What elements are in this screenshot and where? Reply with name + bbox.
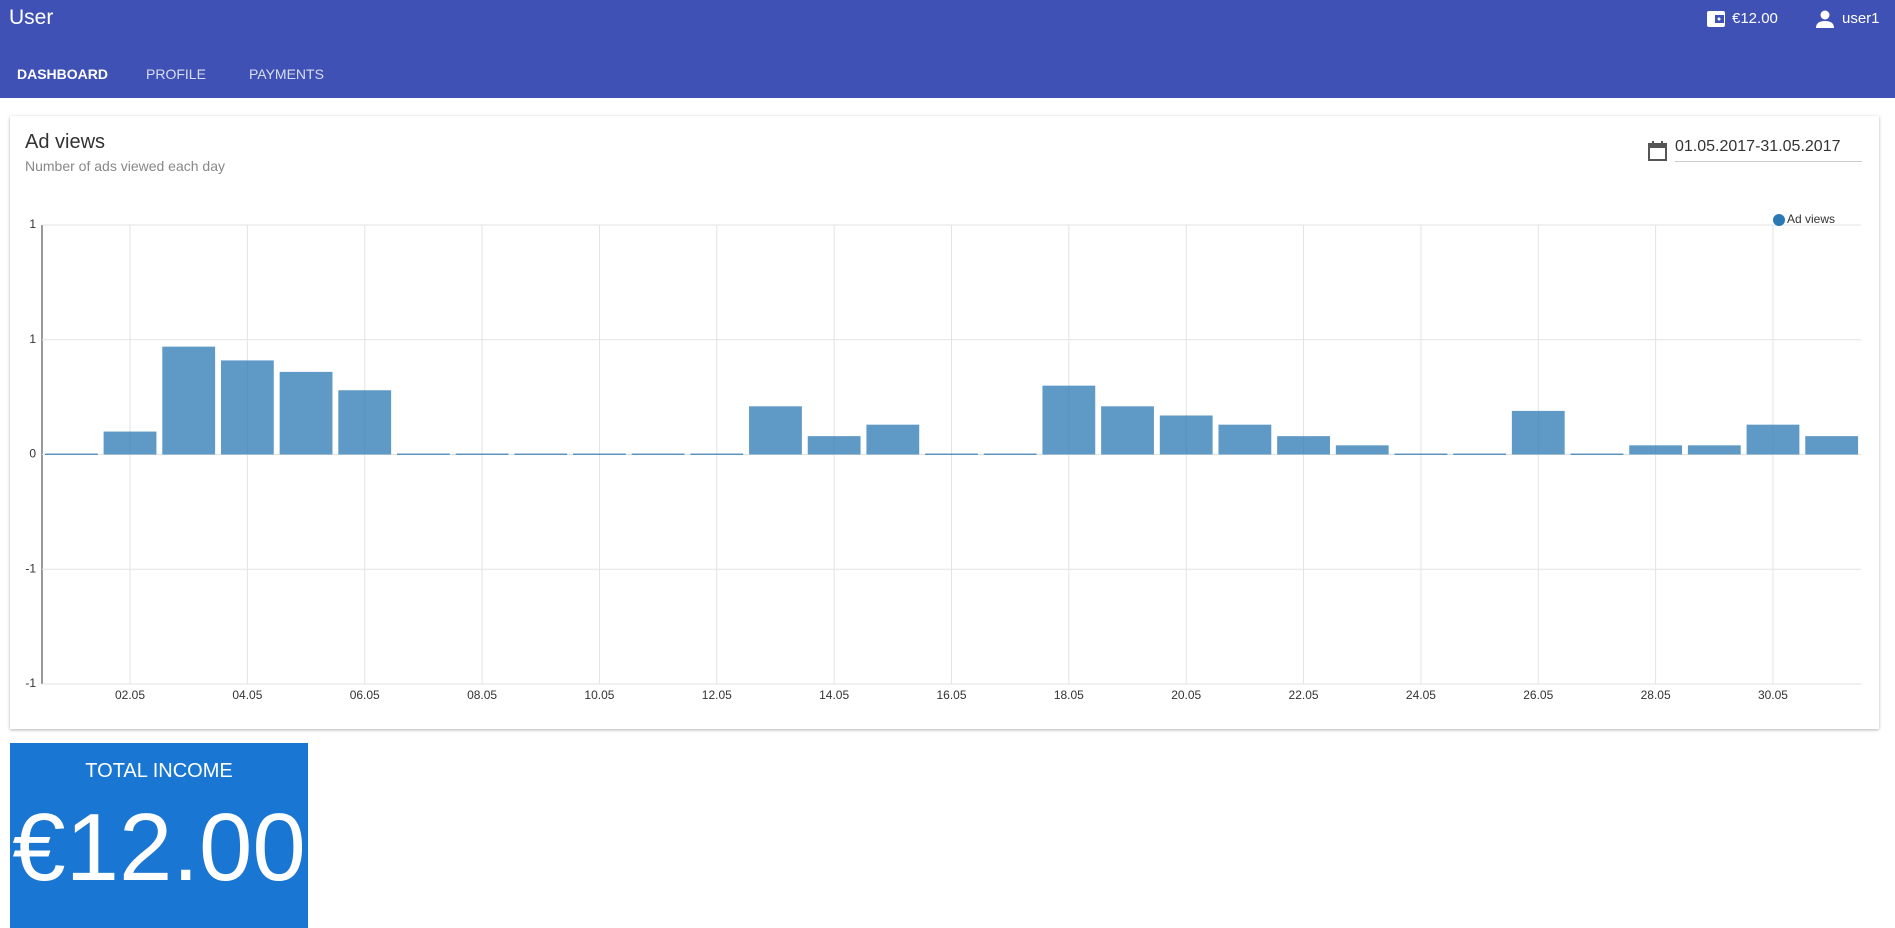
bar: [749, 406, 802, 455]
bar: [1042, 385, 1096, 455]
bar: [396, 453, 450, 455]
y-tick-label: 0: [29, 447, 36, 461]
bar: [103, 431, 157, 455]
x-tick-label: 02.05: [115, 688, 145, 702]
y-tick-label: 1: [29, 217, 36, 231]
bar: [220, 360, 274, 455]
app-title: User: [9, 6, 54, 29]
bar: [1394, 453, 1448, 455]
bar: [514, 453, 568, 455]
bar: [1629, 445, 1683, 455]
bar: [1805, 436, 1859, 455]
bar: [162, 346, 216, 455]
balance[interactable]: €12.00: [1732, 10, 1778, 27]
tab[interactable]: PAYMENTS: [249, 66, 324, 82]
bar: [1101, 406, 1154, 455]
x-tick-label: 04.05: [232, 688, 262, 702]
bar: [1570, 453, 1624, 455]
y-tick-label: -1: [25, 561, 36, 575]
income-card: TOTAL INCOME €12.00: [10, 743, 308, 928]
y-tick-label: 1: [29, 332, 36, 346]
bar: [1218, 424, 1272, 455]
user-name[interactable]: user1: [1842, 10, 1880, 27]
bar: [983, 453, 1037, 455]
x-tick-label: 22.05: [1289, 688, 1319, 702]
x-tick-label: 26.05: [1523, 688, 1553, 702]
x-tick-label: 08.05: [467, 688, 497, 702]
x-tick-label: 30.05: [1758, 688, 1788, 702]
bar: [631, 453, 685, 455]
bar: [279, 371, 333, 455]
app-bar: User €12.00 user1 DASHBOARD PROFILE PAYM…: [0, 0, 1895, 98]
x-tick-label: 16.05: [936, 688, 966, 702]
calendar-icon: [1648, 141, 1667, 161]
legend-marker: [1773, 214, 1785, 226]
income-value: €12.00: [12, 794, 306, 901]
bar: [1277, 436, 1330, 455]
bar: [1453, 453, 1507, 455]
bar: [1687, 445, 1741, 455]
bar: [1511, 410, 1565, 455]
x-tick-label: 28.05: [1641, 688, 1671, 702]
x-tick-label: 24.05: [1406, 688, 1436, 702]
tab[interactable]: PROFILE: [146, 66, 206, 82]
x-tick-label: 06.05: [350, 688, 380, 702]
x-tick-label: 20.05: [1171, 688, 1201, 702]
y-tick-label: -1: [25, 676, 36, 690]
date-range[interactable]: 01.05.2017-31.05.2017: [1675, 138, 1862, 162]
bar: [1746, 424, 1800, 455]
bar: [455, 453, 509, 455]
x-tick-label: 14.05: [819, 688, 849, 702]
bar: [925, 453, 978, 455]
x-tick-label: 10.05: [584, 688, 614, 702]
user-icon: [1816, 10, 1834, 28]
bar: [44, 453, 98, 455]
card-subtitle: Number of ads viewed each day: [25, 158, 225, 174]
bar: [866, 424, 920, 455]
x-tick-label: 12.05: [702, 688, 732, 702]
bar: [338, 390, 392, 455]
x-tick-label: 18.05: [1054, 688, 1084, 702]
tab[interactable]: DASHBOARD: [17, 66, 108, 82]
legend-label: Ad views: [1787, 212, 1835, 226]
income-label: TOTAL INCOME: [85, 760, 233, 782]
card-title: Ad views: [25, 131, 106, 153]
bar: [690, 453, 744, 455]
wallet-icon: [1707, 11, 1725, 27]
bar: [807, 436, 861, 455]
chart: -1 -1 0 1 1 02.05 04.05 06.05 08.05 10.05 12.05 14.…: [25, 212, 1861, 702]
bar: [1335, 445, 1389, 455]
bar: [1159, 415, 1213, 455]
bar: [573, 453, 626, 455]
